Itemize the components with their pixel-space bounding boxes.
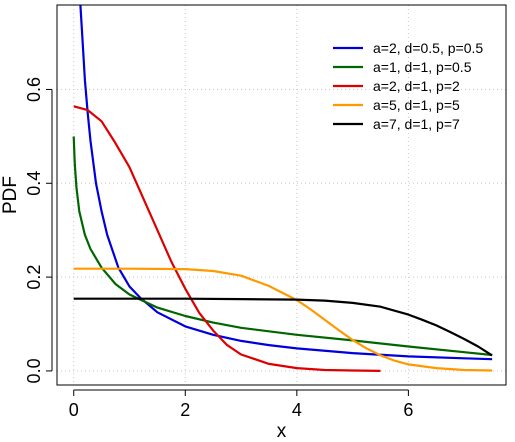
y-tick-label: 0.0 [24, 358, 44, 383]
x-tick-label: 2 [180, 400, 190, 420]
grid-lines [57, 5, 506, 385]
legend-label-2: a=1, d=1, p=0.5 [373, 59, 472, 75]
legend-label-4: a=5, d=1, p=5 [373, 97, 460, 113]
legend: a=2, d=0.5, p=0.5 a=1, d=1, p=0.5 a=2, d=1… [333, 40, 483, 132]
series-line-2 [72, 136, 493, 357]
y-tick-label: 0.6 [24, 77, 44, 102]
y-tick-label: 0.2 [24, 265, 44, 290]
series-line-3 [73, 105, 381, 372]
series-line-5 [73, 297, 493, 357]
x-tick-label: 4 [292, 400, 302, 420]
series-line-4 [73, 267, 493, 372]
x-axis-title: x [277, 421, 287, 442]
legend-label-3: a=2, d=1, p=2 [373, 78, 460, 94]
x-tick-label: 0 [69, 400, 79, 420]
series-lines [72, 5, 493, 372]
axes: 0 2 4 6 0.0 0.2 0.4 0.6 [24, 77, 413, 420]
plot-frame [56, 4, 507, 386]
x-tick-label: 6 [403, 400, 413, 420]
y-axis-title: PDF [0, 176, 21, 214]
legend-label-1: a=2, d=0.5, p=0.5 [373, 40, 483, 56]
legend-label-5: a=7, d=1, p=7 [373, 116, 460, 132]
y-tick-label: 0.4 [24, 171, 44, 196]
